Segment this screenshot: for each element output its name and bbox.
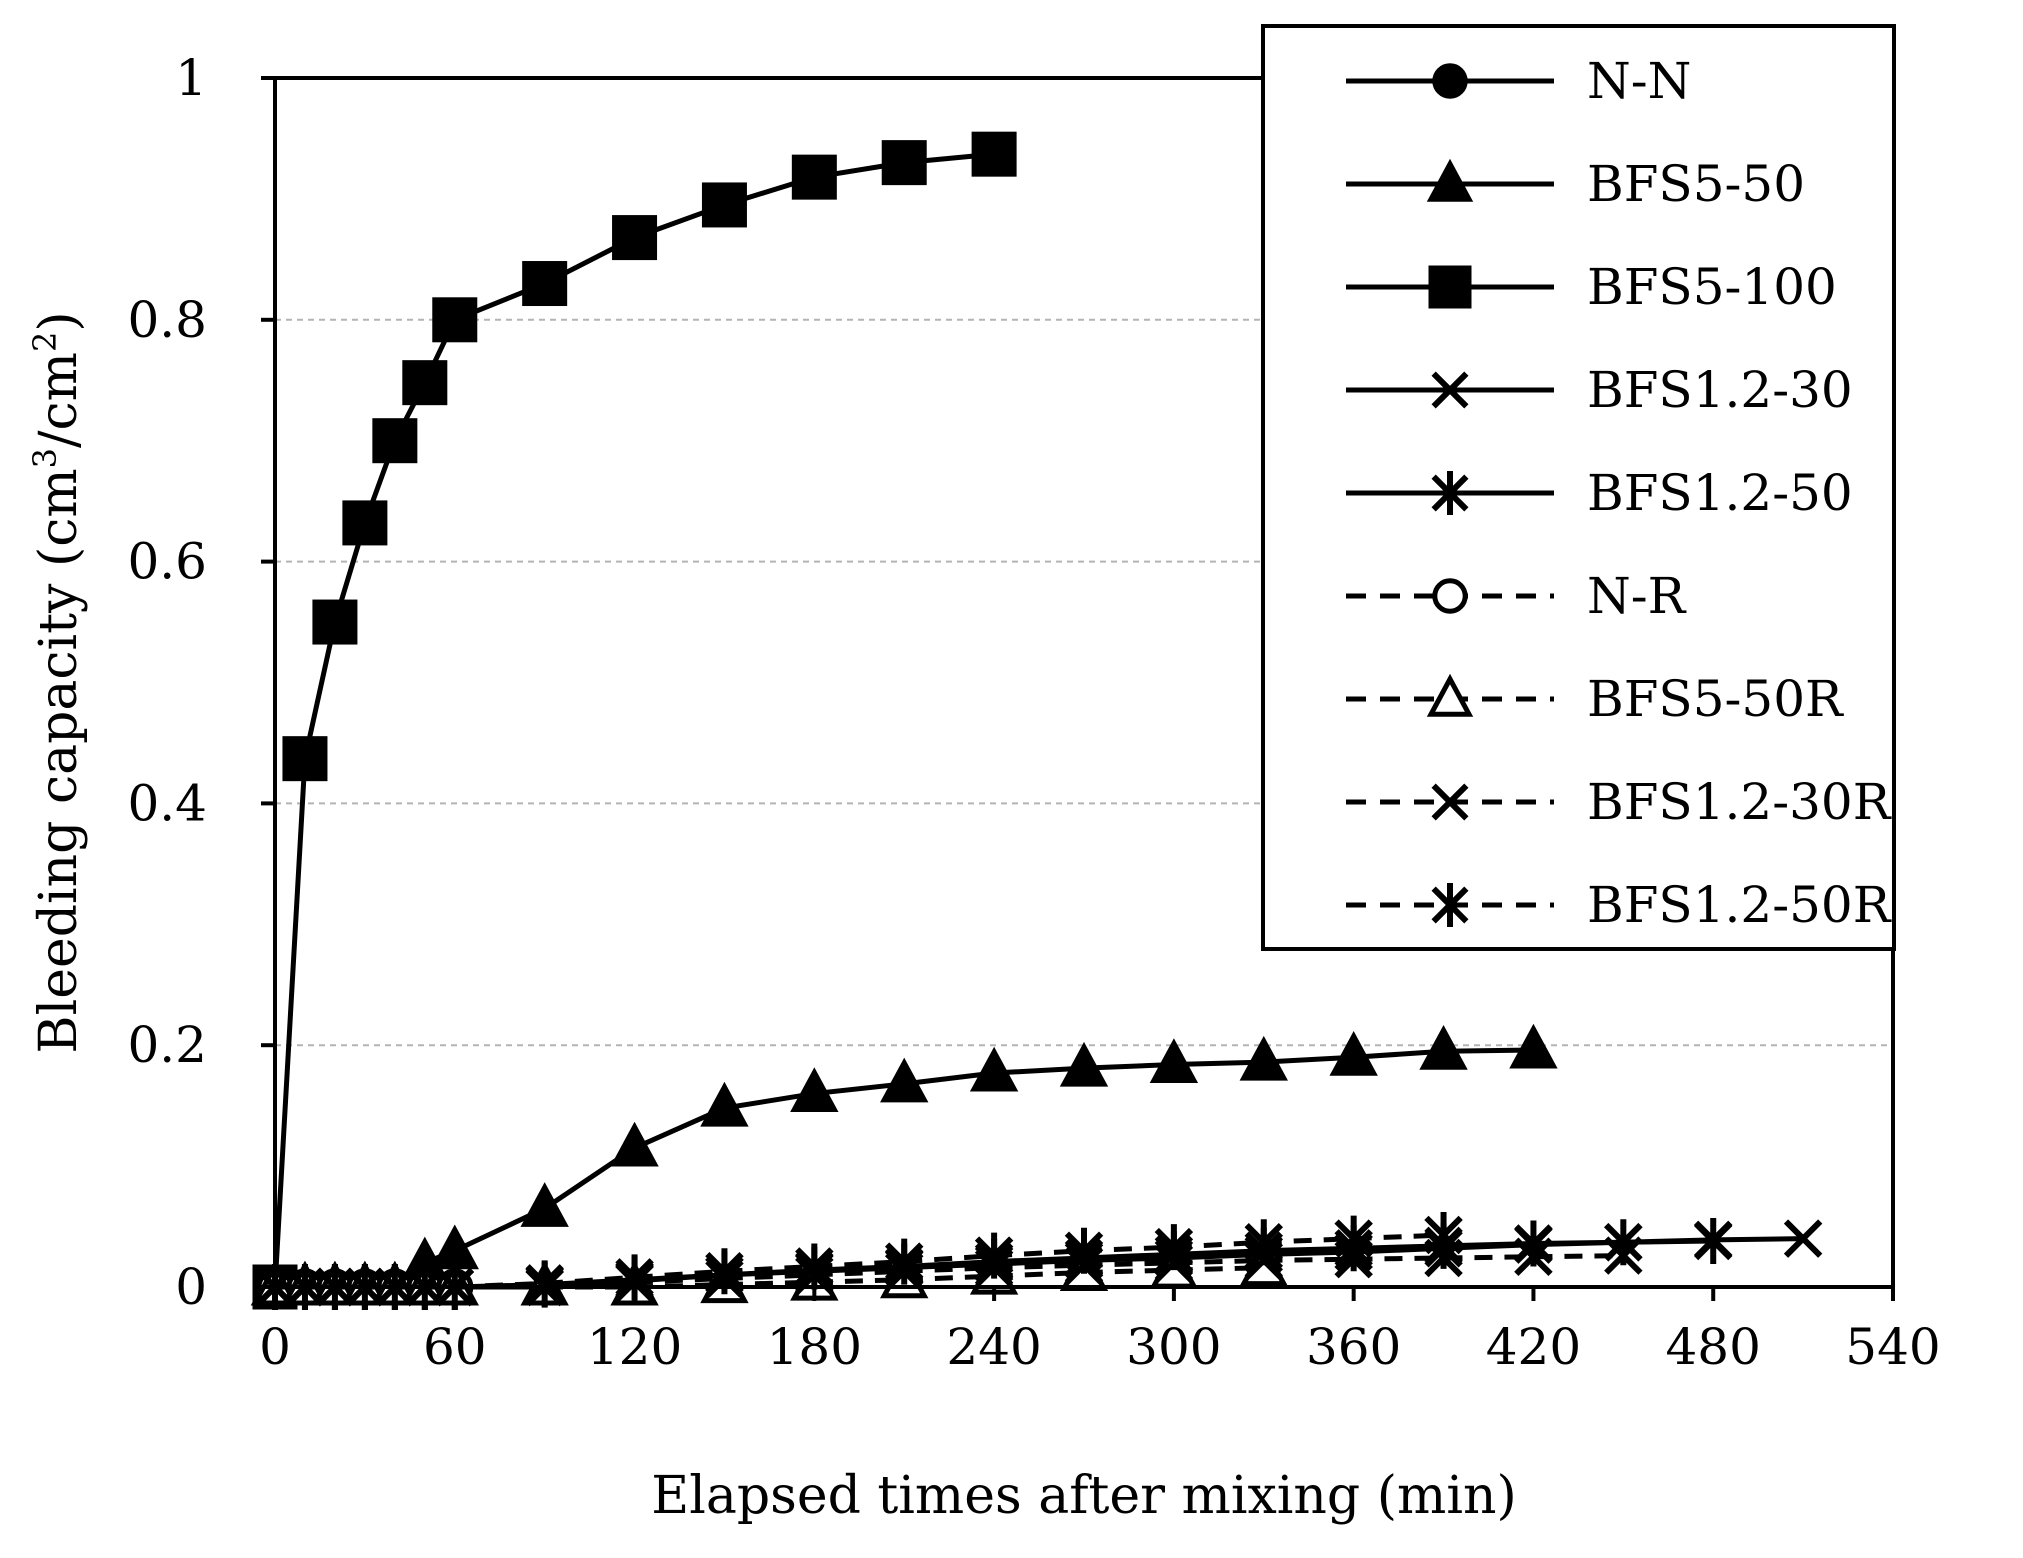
data-point-bfs5-100 — [971, 131, 1017, 177]
x-tick-label: 360 — [1306, 1318, 1401, 1376]
data-point-bfs5-50 — [969, 1046, 1019, 1092]
y-tick-label: 1 — [175, 49, 207, 107]
legend-item-bfs1-2-30: BFS1.2-30 — [1346, 361, 1853, 419]
legend-marker — [1431, 371, 1469, 409]
x-tick-label: 180 — [767, 1318, 862, 1376]
y-tick-label: 0.8 — [127, 291, 207, 349]
data-point-bfs1-2-50r — [974, 1232, 1014, 1279]
y-tick-label: 0 — [175, 1258, 207, 1316]
data-point-bfs1-2-30 — [1783, 1219, 1823, 1258]
legend-label: BFS1.2-30R — [1587, 773, 1892, 831]
data-point-bfs1-2-50r — [1154, 1224, 1194, 1271]
data-point-bfs5-50 — [1059, 1041, 1109, 1087]
legend-marker — [1428, 265, 1472, 309]
legend-label: N-R — [1587, 567, 1687, 625]
y-tick-label: 0.4 — [127, 774, 207, 832]
data-point-bfs1-2-50 — [1693, 1218, 1733, 1265]
data-point-bfs5-50 — [790, 1067, 839, 1113]
data-point-bfs1-2-50r — [1244, 1219, 1284, 1266]
data-point-bfs5-100 — [701, 182, 747, 228]
y-tick-label: 0.6 — [127, 533, 207, 591]
data-point-bfs5-100 — [312, 599, 358, 645]
data-point-bfs5-50 — [610, 1121, 659, 1167]
legend-item-bfs1-2-30r: BFS1.2-30R — [1346, 773, 1892, 831]
data-point-bfs5-50 — [1149, 1038, 1199, 1084]
legend-marker — [1432, 63, 1468, 99]
legend-label: BFS5-50 — [1587, 155, 1805, 213]
data-point-bfs5-100 — [282, 736, 328, 782]
series-bfs5-100 — [252, 131, 1017, 1310]
data-point-bfs5-100 — [881, 140, 927, 186]
y-axis-title-sup1: 3 — [26, 448, 64, 468]
legend-marker — [1426, 158, 1474, 202]
data-point-bfs5-50 — [1509, 1023, 1558, 1069]
data-point-bfs5-50 — [880, 1057, 929, 1103]
data-point-bfs1-2-50r — [795, 1243, 834, 1290]
data-point-bfs1-2-50r — [525, 1260, 564, 1307]
data-point-bfs5-100 — [432, 297, 478, 343]
data-point-bfs5-100 — [342, 500, 388, 546]
x-tick-label: 60 — [423, 1318, 487, 1376]
legend-label: BFS1.2-30 — [1587, 361, 1853, 419]
data-point-bfs1-2-50r — [705, 1248, 744, 1295]
legend-item-bfs1-2-50: BFS1.2-50 — [1346, 464, 1853, 522]
legend-item-bfs5-50: BFS5-50 — [1346, 155, 1805, 213]
x-tick-label: 300 — [1126, 1318, 1221, 1376]
legend-item-bfs5-100: BFS5-100 — [1346, 258, 1837, 316]
y-axis-title-mid: /cm — [29, 352, 89, 448]
data-point-bfs1-2-50r — [1334, 1215, 1373, 1262]
legend-label: BFS5-50R — [1587, 670, 1844, 728]
data-point-bfs1-2-30r — [1514, 1237, 1553, 1277]
data-point-bfs1-2-50r — [1064, 1227, 1104, 1274]
series-line-bfs5-100 — [272, 151, 995, 1288]
data-point-bfs5-100 — [402, 360, 448, 406]
y-axis-title-sup2: 2 — [26, 332, 64, 352]
series-line-bfs1-2-50r — [275, 1232, 1444, 1290]
y-axis-title: Bleeding capacity (cm3/cm2) — [26, 311, 89, 1053]
y-axis-title-end: ) — [29, 311, 89, 331]
data-point-bfs5-50 — [1419, 1024, 1468, 1070]
x-tick-label: 240 — [946, 1318, 1041, 1376]
data-point-bfs1-2-50r — [884, 1238, 924, 1285]
data-point-bfs5-50 — [700, 1081, 749, 1127]
legend-marker — [1431, 471, 1469, 515]
series-line-bfs1-2-30 — [275, 1236, 1804, 1290]
y-axis-title-main: Bleeding capacity (cm — [29, 468, 89, 1053]
axis-ticks: 0 60 120 180 240 300 360 420 480 540 0 0.2 0.4 0.6 0.8… — [127, 49, 1940, 1376]
data-point-bfs1-2-50r — [1424, 1212, 1463, 1259]
data-point-bfs5-100 — [372, 418, 418, 464]
x-tick-label: 120 — [587, 1318, 682, 1376]
data-point-bfs5-50 — [1329, 1031, 1378, 1076]
series-bfs1-2-30 — [255, 1219, 1823, 1307]
x-tick-label: 0 — [259, 1318, 291, 1376]
legend-item-n-n: N-N — [1346, 52, 1691, 110]
legend-item-bfs1-2-50r: BFS1.2-50R — [1346, 876, 1892, 934]
y-tick-label: 0.2 — [127, 1016, 207, 1074]
data-point-bfs5-100 — [522, 261, 568, 307]
legend-item-bfs5-50r: BFS5-50R — [1346, 670, 1844, 728]
legend-label: BFS1.2-50 — [1587, 464, 1853, 522]
legend-label: BFS1.2-50R — [1587, 876, 1892, 934]
x-tick-label: 420 — [1486, 1318, 1581, 1376]
data-point-bfs1-2-30r — [1604, 1236, 1643, 1275]
legend-label: BFS5-100 — [1587, 258, 1837, 316]
legend-marker — [1432, 578, 1468, 614]
legend-marker — [1431, 783, 1469, 821]
legend-marker — [1431, 883, 1469, 927]
legend-box — [1261, 24, 1896, 951]
legend: N-N BFS5-50 BFS5-100 BFS1.2-30 BFS1.2-50 N-R B… — [1261, 24, 1896, 951]
x-tick-label: 540 — [1845, 1318, 1940, 1376]
data-point-bfs5-100 — [791, 154, 837, 200]
legend-item-n-r: N-R — [1346, 567, 1687, 625]
x-axis-title: Elapsed times after mixing (min) — [651, 1466, 1517, 1526]
legend-marker — [1426, 673, 1474, 717]
data-point-bfs5-50 — [1239, 1035, 1288, 1081]
legend-label: N-N — [1587, 52, 1691, 110]
data-point-bfs5-50 — [520, 1182, 569, 1227]
x-tick-label: 480 — [1666, 1318, 1761, 1376]
data-point-bfs5-100 — [612, 215, 658, 261]
